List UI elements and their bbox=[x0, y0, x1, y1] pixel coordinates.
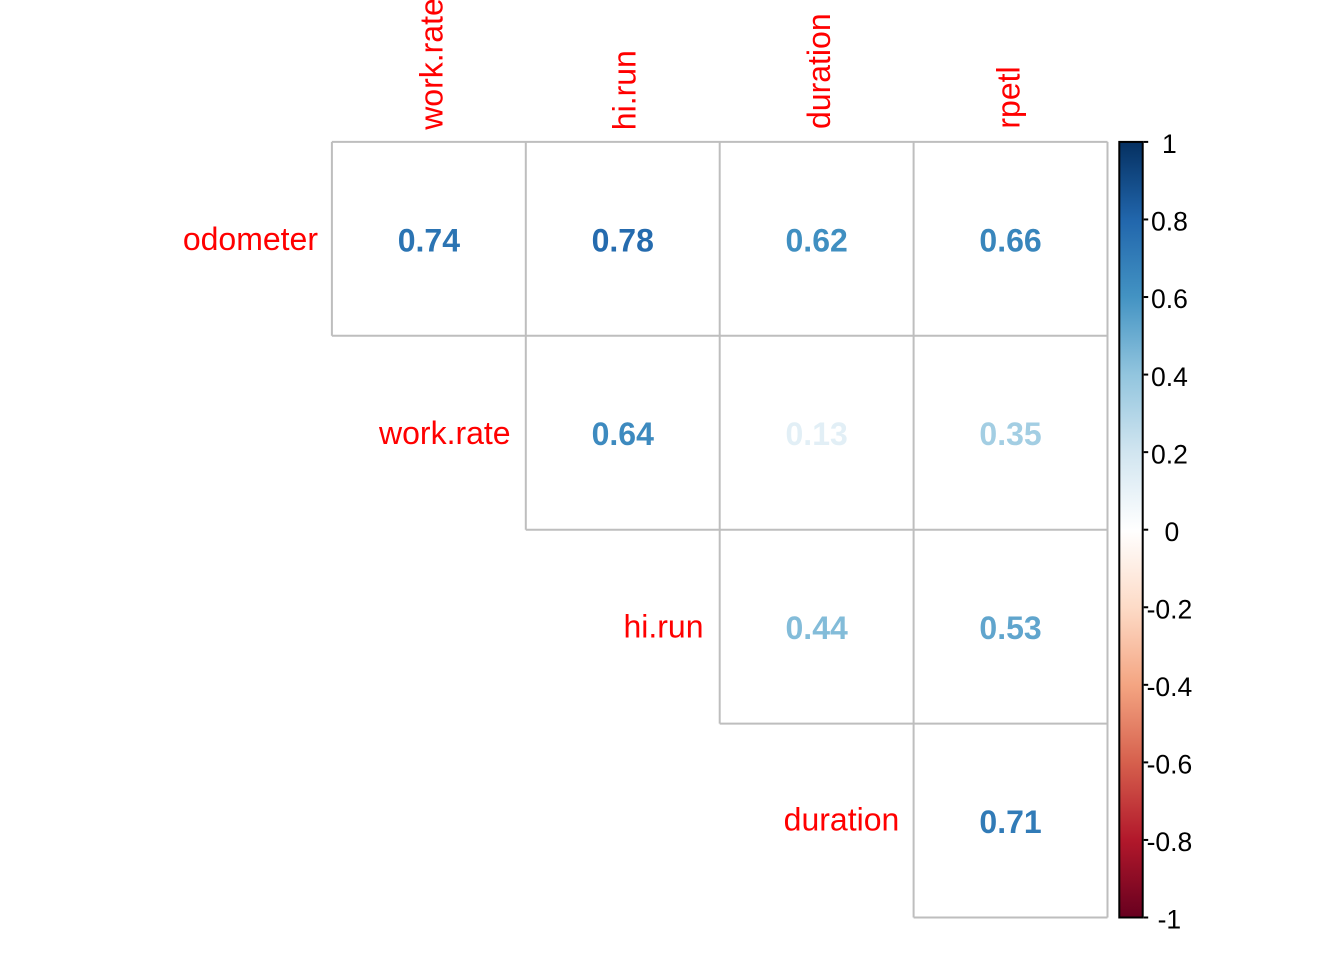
svg-text:0.62: 0.62 bbox=[786, 222, 848, 258]
svg-text:0.64: 0.64 bbox=[592, 416, 654, 452]
svg-text:0.66: 0.66 bbox=[979, 222, 1041, 258]
svg-text:-0.4: -0.4 bbox=[1147, 672, 1193, 702]
svg-text:duration: duration bbox=[784, 801, 900, 837]
svg-text:-0.2: -0.2 bbox=[1147, 594, 1193, 624]
svg-text:0.4: 0.4 bbox=[1151, 362, 1188, 392]
svg-text:-0.6: -0.6 bbox=[1147, 750, 1193, 780]
svg-text:odometer: odometer bbox=[183, 221, 319, 257]
svg-text:work.rate: work.rate bbox=[413, 0, 449, 131]
svg-text:0.13: 0.13 bbox=[786, 416, 848, 452]
svg-text:hi.run: hi.run bbox=[623, 608, 703, 644]
svg-text:0.44: 0.44 bbox=[786, 610, 848, 646]
svg-text:1: 1 bbox=[1162, 129, 1177, 159]
svg-text:0.2: 0.2 bbox=[1151, 439, 1188, 469]
svg-text:-0.8: -0.8 bbox=[1147, 827, 1193, 857]
svg-text:-1: -1 bbox=[1158, 905, 1182, 935]
svg-text:duration: duration bbox=[801, 13, 837, 129]
svg-text:0.53: 0.53 bbox=[979, 610, 1041, 646]
svg-text:0.74: 0.74 bbox=[398, 222, 460, 258]
svg-text:0.78: 0.78 bbox=[592, 222, 654, 258]
svg-text:0.35: 0.35 bbox=[979, 416, 1041, 452]
svg-text:rpetl: rpetl bbox=[991, 66, 1027, 128]
svg-text:0.8: 0.8 bbox=[1151, 207, 1188, 237]
svg-text:0.71: 0.71 bbox=[979, 804, 1041, 840]
svg-text:hi.run: hi.run bbox=[607, 50, 643, 130]
svg-text:0: 0 bbox=[1165, 517, 1180, 547]
svg-text:0.6: 0.6 bbox=[1151, 284, 1188, 314]
svg-text:work.rate: work.rate bbox=[378, 415, 511, 451]
